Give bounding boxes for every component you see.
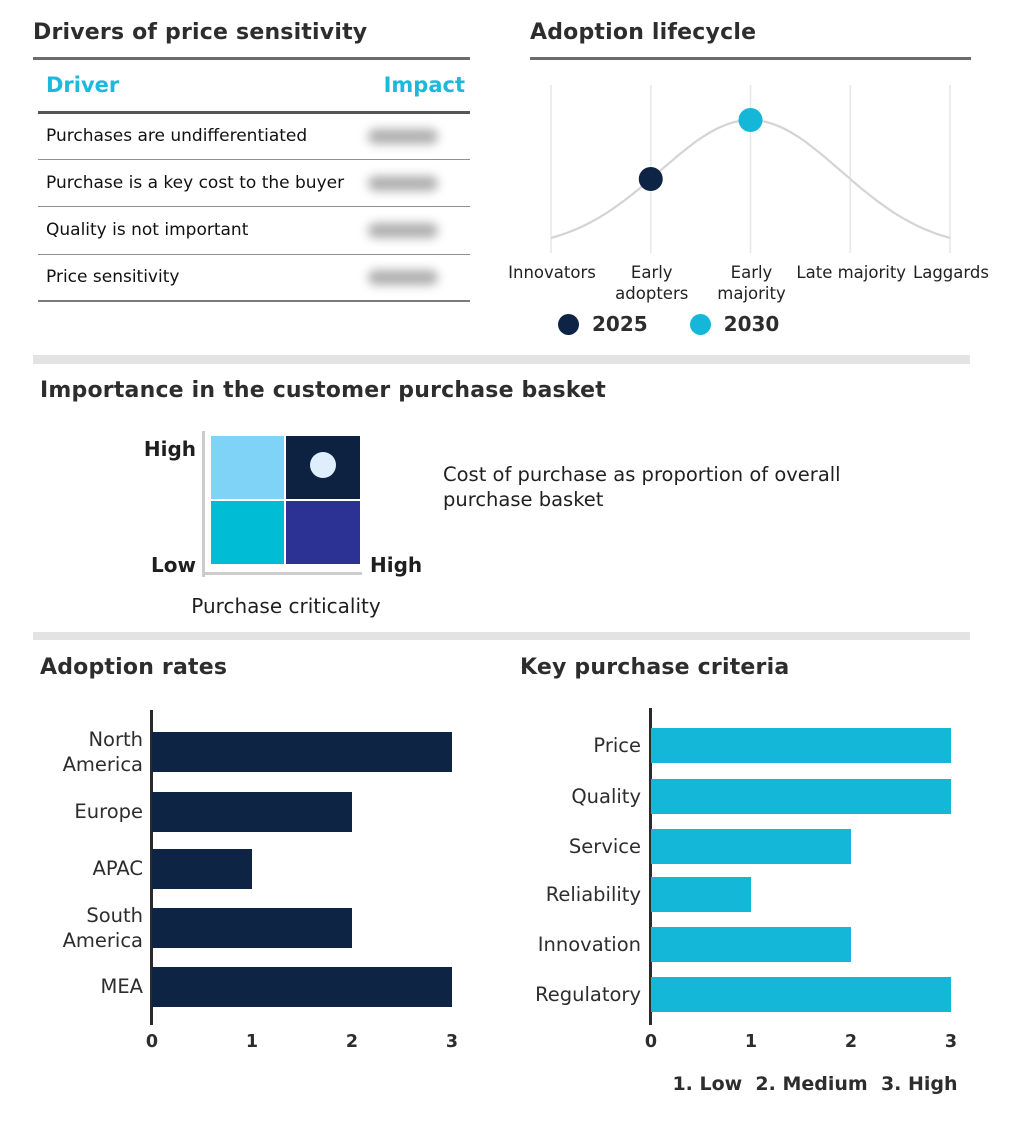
lifecycle-marker-2025 bbox=[638, 167, 663, 192]
axis-tick-label: 2 bbox=[844, 1032, 858, 1052]
drivers-table-title: Drivers of price sensitivity bbox=[33, 20, 368, 45]
lifecycle-legend: 2025 2030 bbox=[558, 312, 779, 336]
driver-cell: Price sensitivity bbox=[46, 267, 180, 288]
category-label: Reliability bbox=[545, 882, 641, 906]
section-divider-top bbox=[33, 355, 970, 364]
lifecycle-title-rule bbox=[530, 57, 971, 60]
category-label: Price bbox=[593, 733, 641, 757]
category-label: Regulatory bbox=[535, 982, 641, 1006]
lifecycle-x-label: Late majority bbox=[796, 263, 907, 282]
bar-south-america bbox=[152, 908, 352, 948]
axis-tick-label: 3 bbox=[445, 1032, 459, 1052]
bar-regulatory bbox=[651, 977, 951, 1012]
bar-apac bbox=[152, 849, 252, 889]
column-header-impact: Impact bbox=[383, 73, 465, 97]
lifecycle-title: Adoption lifecycle bbox=[530, 20, 757, 45]
matrix-y-low-label: Low bbox=[151, 553, 196, 577]
impact-redacted-value bbox=[368, 175, 438, 191]
category-label: South America bbox=[62, 903, 143, 952]
matrix-y-axis-line bbox=[202, 431, 205, 577]
criteria-scale-note: 1. Low 2. Medium 3. High bbox=[672, 1073, 958, 1095]
table-row: Quality is not important bbox=[38, 207, 470, 255]
legend-item-2025: 2025 bbox=[558, 312, 648, 336]
axis-tick-label: 0 bbox=[644, 1032, 658, 1052]
basket-title: Importance in the customer purchase bask… bbox=[40, 378, 606, 403]
bar-mea bbox=[152, 967, 452, 1007]
table-row: Purchase is a key cost to the buyer bbox=[38, 160, 470, 208]
matrix-marker-dot bbox=[310, 452, 336, 478]
lifecycle-x-label: Early adopters bbox=[615, 263, 689, 304]
section-divider-bottom bbox=[33, 632, 970, 640]
legend-dot-2030 bbox=[689, 313, 711, 335]
matrix-x-high-label: High bbox=[370, 553, 423, 577]
category-label: Service bbox=[568, 834, 641, 858]
category-label: North America bbox=[62, 727, 143, 776]
legend-item-2030: 2030 bbox=[689, 312, 780, 336]
basket-annotation: Cost of purchase as proportion of overal… bbox=[443, 463, 841, 511]
lifecycle-x-label: Innovators bbox=[508, 263, 596, 282]
adoption-rates-title: Adoption rates bbox=[40, 655, 228, 680]
legend-label: 2025 bbox=[592, 312, 648, 336]
lifecycle-chart bbox=[550, 85, 951, 253]
bar-europe bbox=[152, 792, 352, 832]
matrix-cell-bottom-left bbox=[211, 501, 284, 564]
axis-tick-label: 2 bbox=[345, 1032, 359, 1052]
impact-redacted-value bbox=[368, 222, 438, 238]
lifecycle-x-label: Early majority bbox=[717, 263, 786, 304]
impact-redacted-value bbox=[368, 269, 438, 285]
matrix-x-axis-title: Purchase criticality bbox=[191, 594, 381, 618]
drivers-title-rule bbox=[33, 57, 470, 60]
drivers-table-header: Driver Impact bbox=[46, 73, 465, 97]
legend-label: 2030 bbox=[723, 312, 780, 336]
matrix-cell-bottom-right bbox=[286, 501, 360, 564]
driver-cell: Purchases are undifferentiated bbox=[46, 126, 308, 147]
bar-service bbox=[651, 829, 851, 864]
column-header-driver: Driver bbox=[46, 73, 120, 97]
bar-quality bbox=[651, 779, 951, 814]
category-label: MEA bbox=[100, 975, 144, 999]
lifecycle-x-label: Laggards bbox=[913, 263, 989, 282]
category-label: Quality bbox=[571, 784, 641, 808]
table-row: Price sensitivity bbox=[38, 255, 470, 302]
bar-price bbox=[651, 728, 951, 763]
bar-reliability bbox=[651, 877, 751, 912]
axis-tick-label: 3 bbox=[944, 1032, 958, 1052]
driver-cell: Purchase is a key cost to the buyer bbox=[46, 173, 345, 194]
driver-cell: Quality is not important bbox=[46, 220, 249, 241]
drivers-table-rows: Purchases are undifferentiated Purchase i… bbox=[38, 113, 470, 302]
impact-redacted-value bbox=[368, 128, 438, 144]
table-row: Purchases are undifferentiated bbox=[38, 113, 470, 161]
matrix-quadrants bbox=[211, 436, 360, 564]
bar-innovation bbox=[651, 927, 851, 962]
lifecycle-marker-2030 bbox=[738, 108, 763, 132]
axis-tick-label: 1 bbox=[744, 1032, 758, 1052]
legend-dot-2025 bbox=[558, 313, 579, 335]
axis-tick-label: 0 bbox=[145, 1032, 159, 1052]
matrix-x-axis-line bbox=[202, 572, 362, 575]
matrix-cell-top-left bbox=[211, 436, 284, 499]
adoption-rates-y-axis-line bbox=[150, 710, 153, 1025]
bar-north-america bbox=[152, 732, 452, 772]
category-label: Europe bbox=[74, 800, 143, 824]
criteria-title: Key purchase criteria bbox=[520, 655, 790, 680]
category-label: APAC bbox=[92, 857, 143, 881]
axis-tick-label: 1 bbox=[245, 1032, 259, 1052]
drivers-header-rule bbox=[38, 111, 470, 114]
category-label: Innovation bbox=[537, 932, 641, 956]
criteria-y-axis-line bbox=[649, 708, 652, 1025]
matrix-y-high-label: High bbox=[143, 437, 196, 461]
